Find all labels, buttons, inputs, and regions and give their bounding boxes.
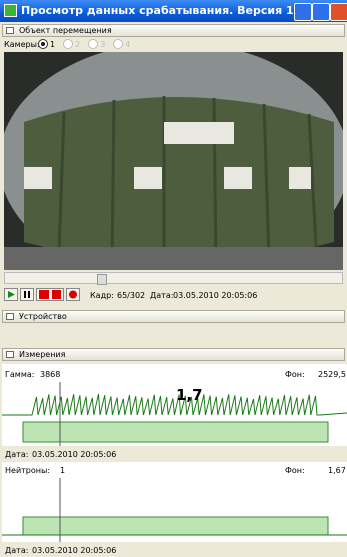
scrollbar[interactable] (4, 272, 343, 285)
gamma-plot (2, 382, 347, 446)
gamma-label: Гамма: (5, 370, 35, 379)
gamma-annotation: 1,7 (176, 386, 203, 404)
cameras-label: Камеры: (4, 40, 40, 49)
frame: 65/302 (117, 291, 146, 300)
play-button[interactable] (4, 288, 18, 301)
date: 03.05.2010 20:05:06 (173, 291, 258, 300)
camera-number: 2 (75, 39, 81, 49)
neutron-plot (2, 478, 347, 542)
date-label: Дата: (150, 291, 174, 300)
gamma-bg-label: Фон: (285, 370, 305, 379)
camera-radio[interactable] (88, 39, 99, 49)
camera-radio[interactable] (113, 39, 124, 49)
measure-header[interactable]: Измерения (2, 348, 345, 361)
neutron-label: Нейтроны: (5, 466, 51, 475)
object-header[interactable]: Объект перемещения (2, 24, 345, 37)
title-bar: Просмотр данных срабатывания. Версия 1..… (0, 0, 347, 22)
neutron-date: 03.05.2010 20:05:06 (32, 546, 117, 555)
frame-label: Кадр: (90, 291, 114, 300)
close-button[interactable] (330, 3, 347, 21)
camera-number: 1 (50, 39, 56, 49)
header-text: Измерения (19, 350, 66, 359)
record-button[interactable] (66, 288, 80, 301)
neutron-date-label: Дата: (5, 546, 29, 555)
gamma-line (2, 393, 347, 416)
gamma-date: 03.05.2010 20:05:06 (32, 450, 117, 459)
header-text: Объект перемещения (19, 26, 112, 35)
camera-image (4, 52, 343, 270)
header-text: Устройство (19, 312, 67, 321)
stop-button[interactable] (36, 288, 64, 301)
camera-number: 4 (125, 39, 131, 49)
neutron-value: 1 (60, 466, 66, 475)
scroll-thumb[interactable] (97, 274, 107, 285)
maximize-button[interactable] (312, 3, 330, 21)
cameras: 1 2 3 4 (38, 39, 138, 49)
camera-radio[interactable] (63, 39, 74, 49)
camera-radio[interactable] (38, 39, 48, 49)
window-title: Просмотр данных срабатывания. Версия 1..… (21, 4, 311, 17)
pause-button[interactable] (20, 288, 34, 301)
device-header[interactable]: Устройство (2, 310, 345, 323)
gamma-bg: 2529,5 (318, 370, 346, 379)
app-icon (4, 4, 17, 17)
gamma-value: 3868 (40, 370, 61, 379)
gamma-date-label: Дата: (5, 450, 29, 459)
neutron-bg: 1,67 (328, 466, 346, 475)
camera-number: 3 (100, 39, 106, 49)
neutron-bg-label: Фон: (285, 466, 305, 475)
minimize-button[interactable] (294, 3, 312, 21)
